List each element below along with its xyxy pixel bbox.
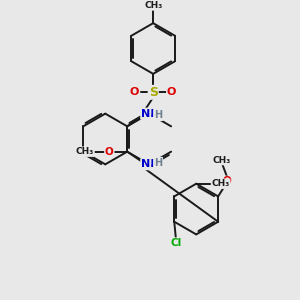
Text: N: N [145, 109, 154, 119]
Text: CH₃: CH₃ [212, 179, 230, 188]
Text: N: N [141, 109, 150, 119]
Text: N: N [141, 159, 150, 169]
Text: CH₃: CH₃ [212, 155, 230, 164]
Text: S: S [149, 86, 158, 99]
Text: O: O [130, 87, 140, 97]
Text: O: O [167, 87, 176, 97]
Text: O: O [105, 147, 114, 157]
Text: Cl: Cl [170, 238, 182, 248]
Text: N: N [145, 159, 154, 169]
Text: O: O [223, 176, 232, 187]
Text: CH₃: CH₃ [76, 147, 94, 156]
Text: CH₃: CH₃ [144, 1, 162, 10]
Text: H: H [154, 158, 162, 168]
Text: H: H [154, 110, 162, 120]
